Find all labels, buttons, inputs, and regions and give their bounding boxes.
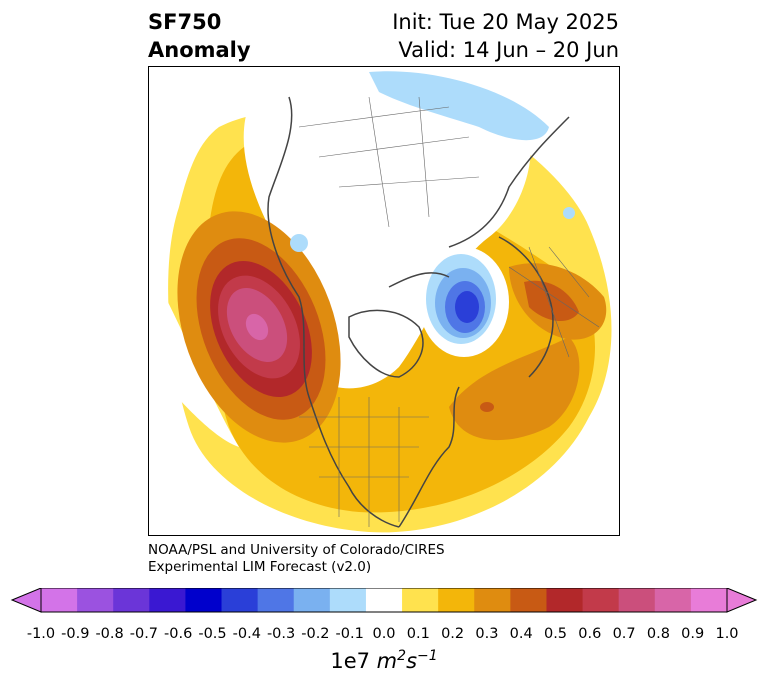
date-block: Init: Tue 20 May 2025 Valid: 14 Jun – 20…: [392, 8, 619, 64]
units-exp1: 2: [397, 648, 407, 664]
credit-line-2: Experimental LIM Forecast (v2.0): [148, 559, 372, 575]
colorbar-segment: [329, 588, 367, 612]
units-prefix: 1e7: [330, 649, 370, 673]
units-mid: s: [406, 649, 418, 673]
colorbar-segment: [185, 588, 223, 612]
colorbar-segment: [582, 588, 620, 612]
colorbar-segment: [510, 588, 547, 612]
credit-block: NOAA/PSL and University of Colorado/CIRE…: [148, 542, 445, 576]
colorbar-tick-label: -0.2: [301, 626, 330, 642]
colorbar-tick-label: 0.8: [646, 626, 670, 642]
colorbar-segment: [438, 588, 475, 612]
colorbar-tick-label: 0.2: [441, 626, 465, 642]
negative-anomaly-siberia: [369, 71, 549, 141]
colorbar-under-arrow: [10, 588, 42, 613]
chart-title-block: SF750 Anomaly: [148, 8, 251, 64]
colorbar-segment: [474, 588, 511, 612]
colorbar-tick-label: -0.3: [266, 626, 296, 642]
positive-center-northeast-pacific: [177, 211, 341, 443]
valid-date-range: Valid: 14 Jun – 20 Jun: [398, 38, 619, 62]
colorbar-frame: [40, 588, 728, 613]
anomaly-map: [148, 66, 620, 536]
positive-center-eastern-europe: [509, 263, 607, 340]
borders: [298, 96, 600, 527]
colorbar-segment: [546, 588, 584, 612]
colorbar-tick-label: 1.0: [715, 626, 739, 642]
colorbar-tick-label: -0.8: [95, 626, 124, 642]
colorbar-tick-label: -0.5: [198, 626, 227, 642]
credit-line-1: NOAA/PSL and University of Colorado/CIRE…: [148, 542, 445, 558]
colorbar-tick-label: -1.0: [26, 626, 56, 642]
colorbar-over-arrow: [726, 588, 758, 613]
negative-anomaly-small-1: [290, 234, 308, 252]
colorbar-segment: [654, 588, 692, 612]
positive-center-north-atlantic: [449, 337, 580, 441]
colorbar-tick-label: -0.9: [61, 626, 90, 642]
colorbar-tick-label: 0.3: [475, 626, 499, 642]
colorbar-segment: [257, 588, 295, 612]
colorbar-segment: [365, 588, 403, 612]
colorbar: [10, 588, 758, 613]
units-exp2: −1: [417, 648, 438, 664]
colorbar-segment: [690, 588, 728, 612]
anomaly-map-svg: [149, 71, 612, 533]
colorbar-segment: [41, 588, 78, 612]
init-date: Init: Tue 20 May 2025: [392, 10, 619, 34]
colorbar-segment: [402, 588, 439, 612]
colorbar-tick-label: 0.5: [543, 626, 568, 642]
colorbar-tick-label: 0.1: [406, 626, 430, 642]
colorbar-tick-label: -0.1: [335, 626, 364, 642]
anomaly-subtitle: Anomaly: [148, 38, 251, 62]
colorbar-tick-label: 0.7: [612, 626, 636, 642]
negative-center-barents: [419, 247, 509, 357]
colorbar-tick-label: 0.4: [509, 626, 533, 642]
colorbar-tick-label: 0.9: [681, 626, 705, 642]
colorbar-segment: [618, 588, 656, 612]
variable-title: SF750: [148, 10, 222, 34]
coastlines: [267, 96, 570, 528]
colorbar-segment: [221, 588, 259, 612]
colorbar-tick-label: -0.4: [232, 626, 261, 642]
colorbar-tick-label: -0.7: [129, 626, 159, 642]
colorbar-segments: [41, 588, 728, 612]
colorbar-segment: [149, 588, 186, 612]
colorbar-units: 1e7 m2s−1: [330, 648, 437, 673]
colorbar-tick-label: -0.6: [164, 626, 193, 642]
colorbar-tick-label: 0.6: [578, 626, 602, 642]
colorbar-segment: [113, 588, 150, 612]
negative-anomaly-small-2: [563, 207, 575, 219]
units-base: m: [376, 649, 398, 673]
colorbar-segment: [293, 588, 331, 612]
colorbar-segment: [77, 588, 114, 612]
colorbar-tick-label: 0.0: [372, 626, 396, 642]
